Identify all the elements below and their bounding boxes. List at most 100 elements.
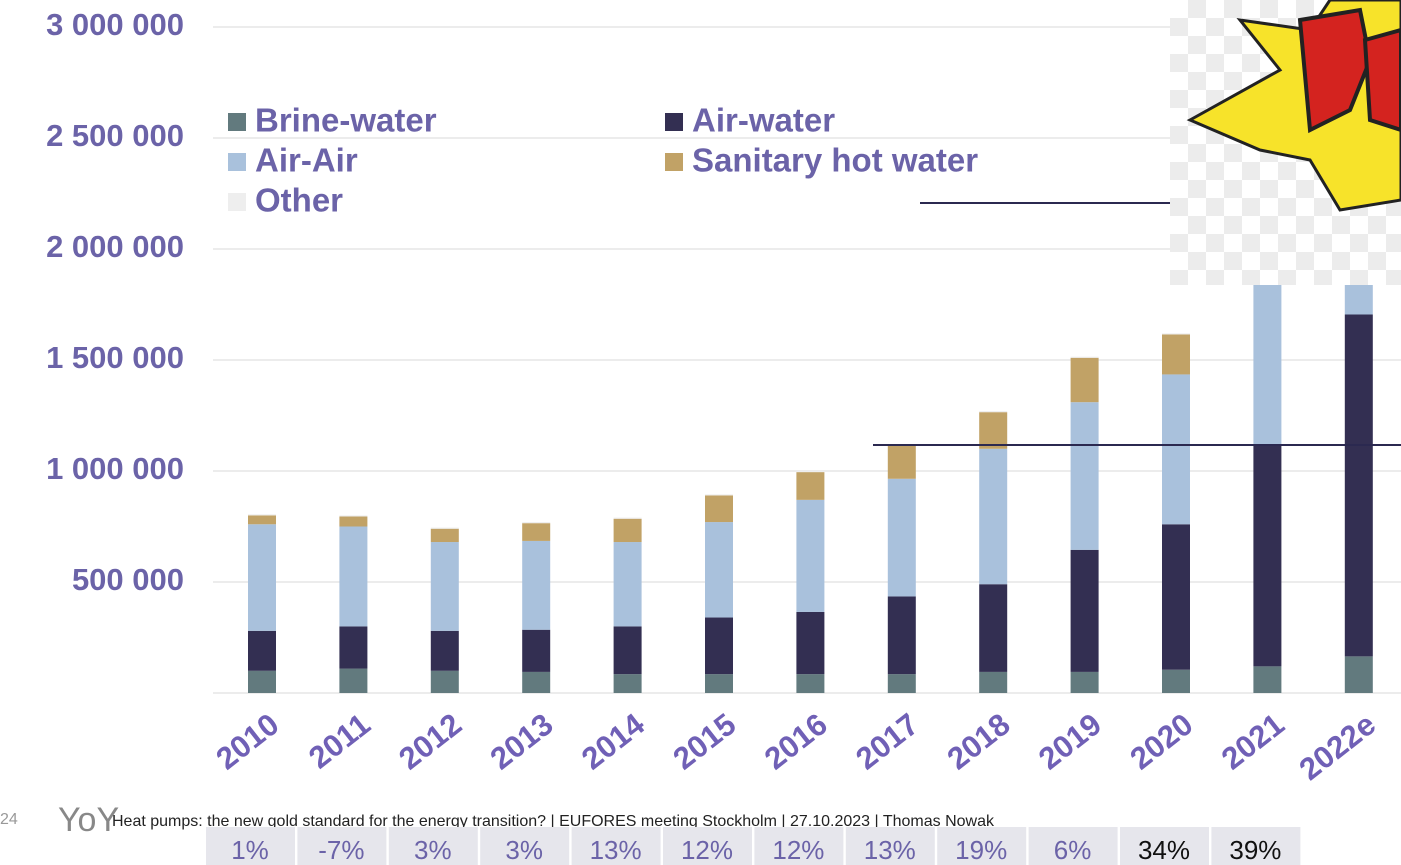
- bar-segment: [1162, 524, 1190, 669]
- bar-segment: [888, 479, 916, 597]
- x-tick-label: 2014: [575, 706, 651, 777]
- y-tick-label: 2 000 000: [46, 229, 184, 264]
- y-tick-label: 1 500 000: [46, 340, 184, 375]
- bar-segment: [614, 542, 642, 626]
- x-tick-label: 2019: [1032, 706, 1108, 776]
- x-tick-label: 2013: [484, 706, 560, 776]
- legend-swatch: [228, 113, 246, 131]
- bar-segment: [1162, 333, 1190, 334]
- bar-segment: [339, 669, 367, 693]
- bar-segment: [705, 494, 733, 495]
- y-tick-label: 2 500 000: [46, 118, 184, 153]
- bar-segment: [614, 518, 642, 519]
- bar-segment: [1345, 656, 1373, 693]
- legend-label: Brine-water: [255, 102, 437, 139]
- x-tick-label: 2012: [392, 706, 468, 776]
- x-tick-label: 2017: [849, 706, 925, 776]
- legend-swatch: [665, 153, 683, 171]
- x-tick-label: 2011: [302, 706, 377, 775]
- y-tick-label: 500 000: [72, 562, 184, 597]
- y-tick-label: 3 000 000: [46, 7, 184, 42]
- yoy-value: 12%: [681, 835, 733, 865]
- bar-segment: [431, 671, 459, 693]
- bar-segment: [431, 631, 459, 671]
- bar-segment: [431, 542, 459, 631]
- bar-segment: [705, 495, 733, 522]
- x-tick-label: 2022e: [1293, 706, 1382, 787]
- x-tick-label: 2010: [209, 706, 285, 776]
- comic-image: [1170, 0, 1401, 285]
- bar-segment: [522, 672, 550, 693]
- yoy-value: 13%: [864, 835, 916, 865]
- x-tick-label: 2018: [941, 706, 1017, 776]
- legend-swatch: [228, 153, 246, 171]
- x-tick-label: 2015: [666, 706, 742, 776]
- bar-segment: [1162, 670, 1190, 693]
- bar-segment: [1071, 672, 1099, 693]
- yoy-value: -7%: [318, 835, 364, 865]
- yoy-value: 13%: [590, 835, 642, 865]
- bar-segment: [979, 449, 1007, 584]
- legend-label: Other: [255, 182, 343, 219]
- yoy-value: 3%: [414, 835, 452, 865]
- bar-segment: [888, 445, 916, 478]
- bar-segment: [248, 671, 276, 693]
- x-tick-label: 2021: [1215, 706, 1291, 776]
- legend-swatch: [228, 193, 246, 211]
- bar-segment: [248, 514, 276, 515]
- bar-segment: [1071, 358, 1099, 402]
- bar-segment: [1071, 357, 1099, 358]
- x-tick-label: 2016: [758, 706, 834, 776]
- bar-segment: [614, 519, 642, 542]
- legend-label: Air-water: [692, 102, 835, 139]
- bar-segment: [796, 612, 824, 674]
- bar-segment: [979, 672, 1007, 693]
- bar-segment: [248, 631, 276, 671]
- bar-segment: [1162, 334, 1190, 374]
- page: 500 000 1 000 000 1 500 000 2 000 000 2 500 …: [0, 0, 1401, 865]
- yoy-row: 1% -7% 3% 3% 13% 12% 12% 13% 19% 6% 34% 39%: [206, 827, 1300, 865]
- bar-segment: [705, 522, 733, 617]
- bar-segment: [888, 596, 916, 674]
- page-number: 24: [0, 811, 18, 828]
- bar-segment: [1253, 445, 1281, 666]
- y-tick-label: 1 000 000: [46, 451, 184, 486]
- bar-segment: [1071, 550, 1099, 672]
- bar-segment: [339, 517, 367, 527]
- bar-segment: [1345, 314, 1373, 656]
- bar-segment: [1162, 374, 1190, 524]
- yoy-value: 6%: [1054, 835, 1092, 865]
- bar-segment: [614, 674, 642, 693]
- bar-segment: [339, 515, 367, 516]
- bar-segment: [522, 522, 550, 523]
- bar-segment: [705, 618, 733, 675]
- bar-segment: [522, 630, 550, 672]
- bar-segment: [979, 584, 1007, 672]
- bar-segment: [979, 411, 1007, 412]
- bar-segment: [1253, 268, 1281, 446]
- bar-segment: [248, 524, 276, 631]
- bar-segment: [1071, 402, 1099, 550]
- bar-segment: [522, 523, 550, 541]
- bar-segment: [979, 412, 1007, 449]
- bar-segment: [431, 529, 459, 542]
- yoy-value: 1%: [231, 835, 269, 865]
- bar-segment: [796, 674, 824, 693]
- yoy-value: 19%: [955, 835, 1007, 865]
- bar-segment: [339, 527, 367, 627]
- x-tick-label: 2020: [1123, 706, 1199, 776]
- bar-segment: [614, 626, 642, 674]
- bar-segment: [888, 674, 916, 693]
- yoy-value: 34%: [1138, 835, 1190, 865]
- bar-segment: [796, 472, 824, 500]
- bar-segment: [522, 541, 550, 630]
- bar-segment: [705, 674, 733, 693]
- chart: 500 000 1 000 000 1 500 000 2 000 000 2 500 …: [0, 0, 1401, 865]
- yoy-value: 3%: [505, 835, 543, 865]
- yoy-value: 12%: [772, 835, 824, 865]
- bar-segment: [796, 500, 824, 612]
- bar-segment: [431, 528, 459, 529]
- yoy-value: 39%: [1229, 835, 1281, 865]
- bar-segment: [1253, 666, 1281, 693]
- bar-segment: [248, 515, 276, 524]
